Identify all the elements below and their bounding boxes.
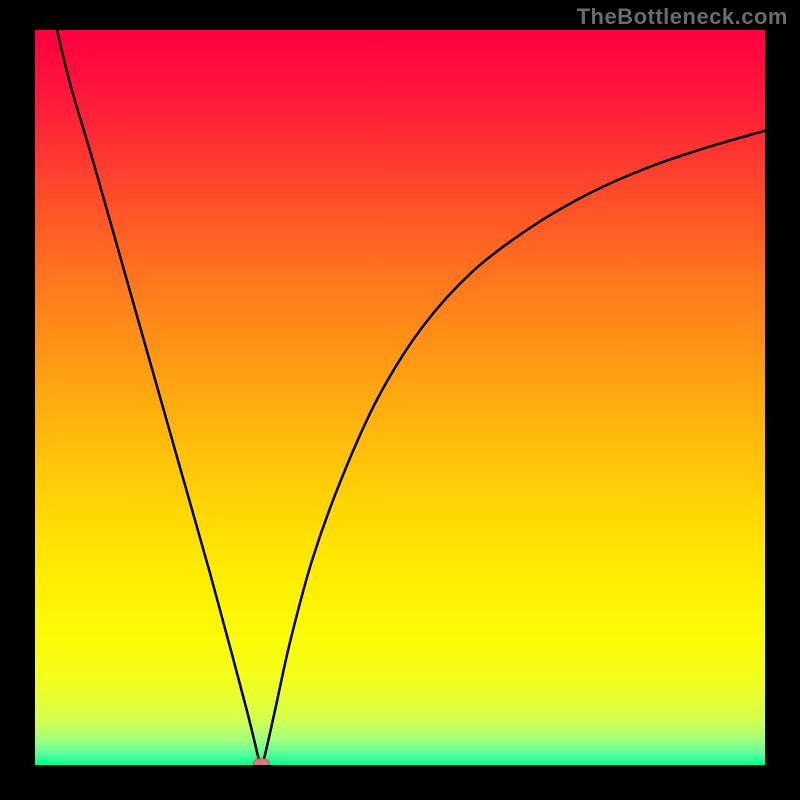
chart-plot-area (35, 30, 765, 765)
watermark-text: TheBottleneck.com (577, 4, 788, 30)
minimum-marker (253, 759, 269, 765)
gradient-background (35, 30, 765, 765)
chart-frame: TheBottleneck.com (0, 0, 800, 800)
chart-svg (35, 30, 765, 765)
